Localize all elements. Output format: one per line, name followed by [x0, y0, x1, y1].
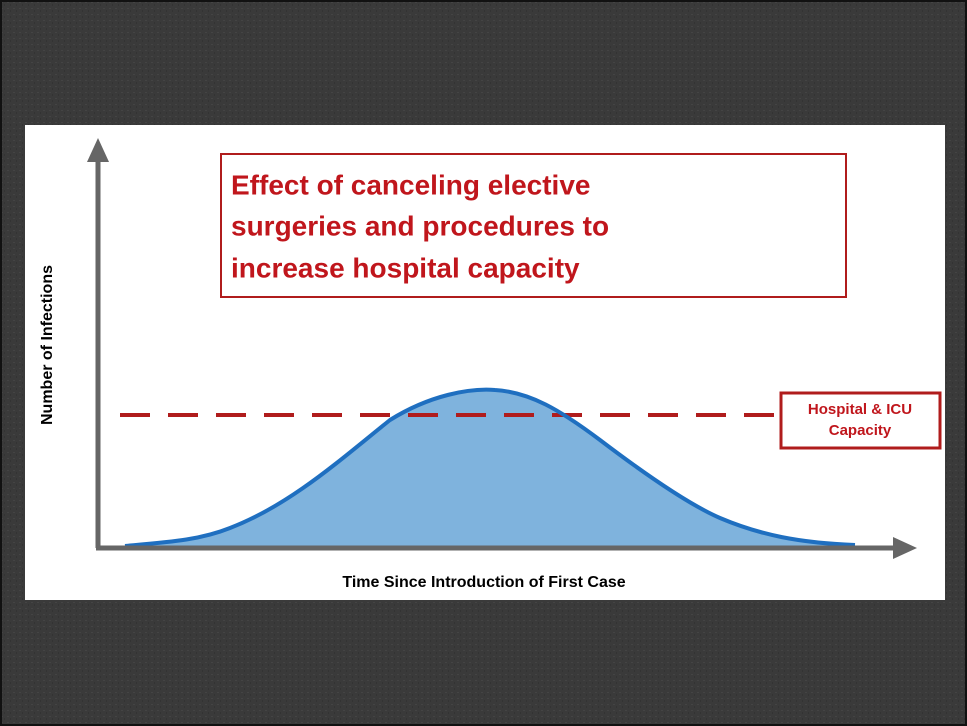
infection-curve-area — [125, 389, 855, 547]
y-axis-arrow — [87, 138, 109, 162]
title-line: Effect of canceling elective — [231, 169, 590, 200]
title-box — [220, 153, 847, 298]
capacity-label-line: Hospital & ICU — [808, 401, 912, 418]
title-line: surgeries and procedures to — [231, 210, 609, 241]
title-line: increase hospital capacity — [231, 252, 580, 283]
x-axis-label: Time Since Introduction of First Case — [342, 574, 625, 591]
y-axis-label: Number of Infections — [39, 265, 56, 425]
x-axis-arrow — [893, 537, 917, 559]
infection-curve — [124, 387, 856, 548]
capacity-box — [779, 391, 942, 450]
capacity-label-line: Capacity — [829, 422, 892, 439]
